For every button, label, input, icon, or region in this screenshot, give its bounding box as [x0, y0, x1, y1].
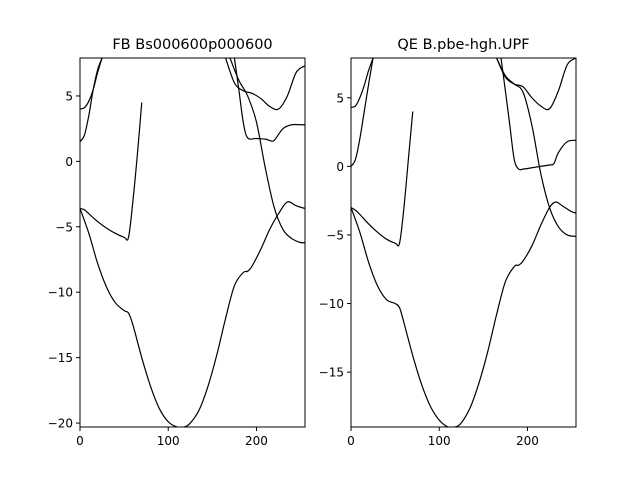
x-tick-label-qe: 100 — [428, 434, 451, 448]
y-tick-label-qe: 5 — [336, 91, 344, 105]
series-line-qe-1 — [351, 201, 576, 427]
x-axis-qe: 0 100 200 — [347, 427, 539, 448]
series-line-fb-3 — [233, 58, 305, 142]
y-tick-label-qe: −15 — [319, 366, 344, 380]
series-line-qe-3 — [500, 58, 576, 171]
series-line-fb-2 — [80, 102, 143, 241]
series-group-qe — [351, 58, 576, 427]
y-axis-qe: 5 0 −5 −10 −15 — [319, 91, 351, 380]
series-line-qe-5 — [351, 58, 374, 108]
x-tick-label-qe: 200 — [516, 434, 539, 448]
series-line-qe-2 — [351, 111, 414, 247]
y-tick-label-fb: 0 — [65, 155, 73, 169]
subplot-qe: QE B.pbe-hgh.UPF 0 100 200 5 0 −5 −10 −15 — [319, 37, 577, 448]
x-axis-fb: 0 100 200 — [76, 427, 268, 448]
series-line-fb-5 — [80, 58, 103, 110]
y-tick-label-fb: −5 — [55, 220, 73, 234]
x-tick-label-fb: 100 — [157, 434, 180, 448]
axes-frame-qe — [350, 57, 577, 428]
series-line-fb-4 — [80, 58, 103, 143]
chart-title-qe: QE B.pbe-hgh.UPF — [397, 37, 529, 53]
y-tick-label-fb: −15 — [48, 351, 73, 365]
x-tick-label-qe: 0 — [347, 434, 355, 448]
series-line-qe-6 — [496, 58, 576, 111]
series-line-qe-4 — [351, 58, 374, 167]
x-tick-label-fb: 200 — [245, 434, 268, 448]
series-line-fb-7 — [229, 58, 305, 244]
series-line-fb-1 — [80, 201, 305, 427]
series-group-fb — [80, 58, 305, 427]
y-tick-label-fb: 5 — [65, 89, 73, 103]
x-tick-label-fb: 0 — [76, 434, 84, 448]
y-tick-label-qe: 0 — [336, 160, 344, 174]
y-tick-label-qe: −5 — [326, 228, 344, 242]
axes-frame-fb — [79, 57, 306, 428]
y-axis-fb: 5 0 −5 −10 −15 −20 — [48, 89, 80, 431]
y-tick-label-qe: −10 — [319, 297, 344, 311]
series-line-qe-7 — [496, 58, 576, 237]
y-tick-label-fb: −10 — [48, 286, 73, 300]
subplot-fb: FB Bs000600p000600 0 100 200 5 0 −5 −10 −15 −20 — [48, 37, 306, 448]
chart-title-fb: FB Bs000600p000600 — [112, 37, 272, 53]
y-tick-label-fb: −20 — [48, 417, 73, 431]
series-line-fb-6 — [225, 58, 305, 111]
